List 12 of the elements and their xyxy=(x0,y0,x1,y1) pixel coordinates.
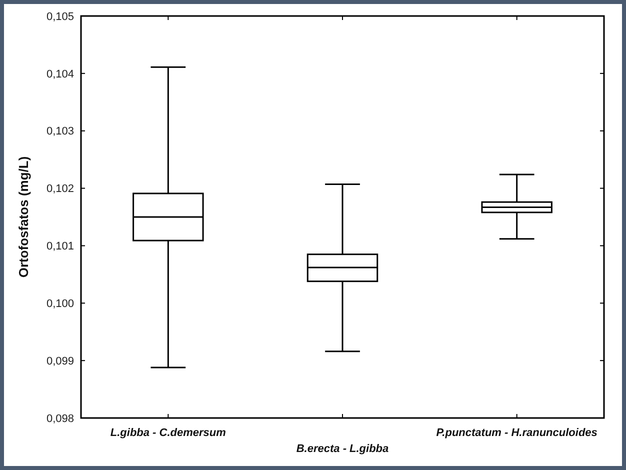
y-tick-label: 0,102 xyxy=(46,183,74,196)
y-tick-label: 0,101 xyxy=(46,240,74,253)
y-tick-label: 0,099 xyxy=(46,355,74,368)
y-tick-label: 0,098 xyxy=(46,412,74,425)
y-axis-title: Ortofosfatos (mg/L) xyxy=(16,156,31,278)
x-tick-label: P.punctatum - H.ranunculoides xyxy=(436,427,598,439)
y-tick-label: 0,105 xyxy=(46,10,74,23)
y-tick-label: 0,103 xyxy=(46,126,74,138)
y-tick-label: 0,104 xyxy=(46,68,74,80)
x-tick-label: B.erecta - L.gibba xyxy=(296,443,389,455)
x-tick-label: L.gibba - C.demersum xyxy=(110,427,226,439)
y-tick-label: 0,100 xyxy=(46,298,74,310)
